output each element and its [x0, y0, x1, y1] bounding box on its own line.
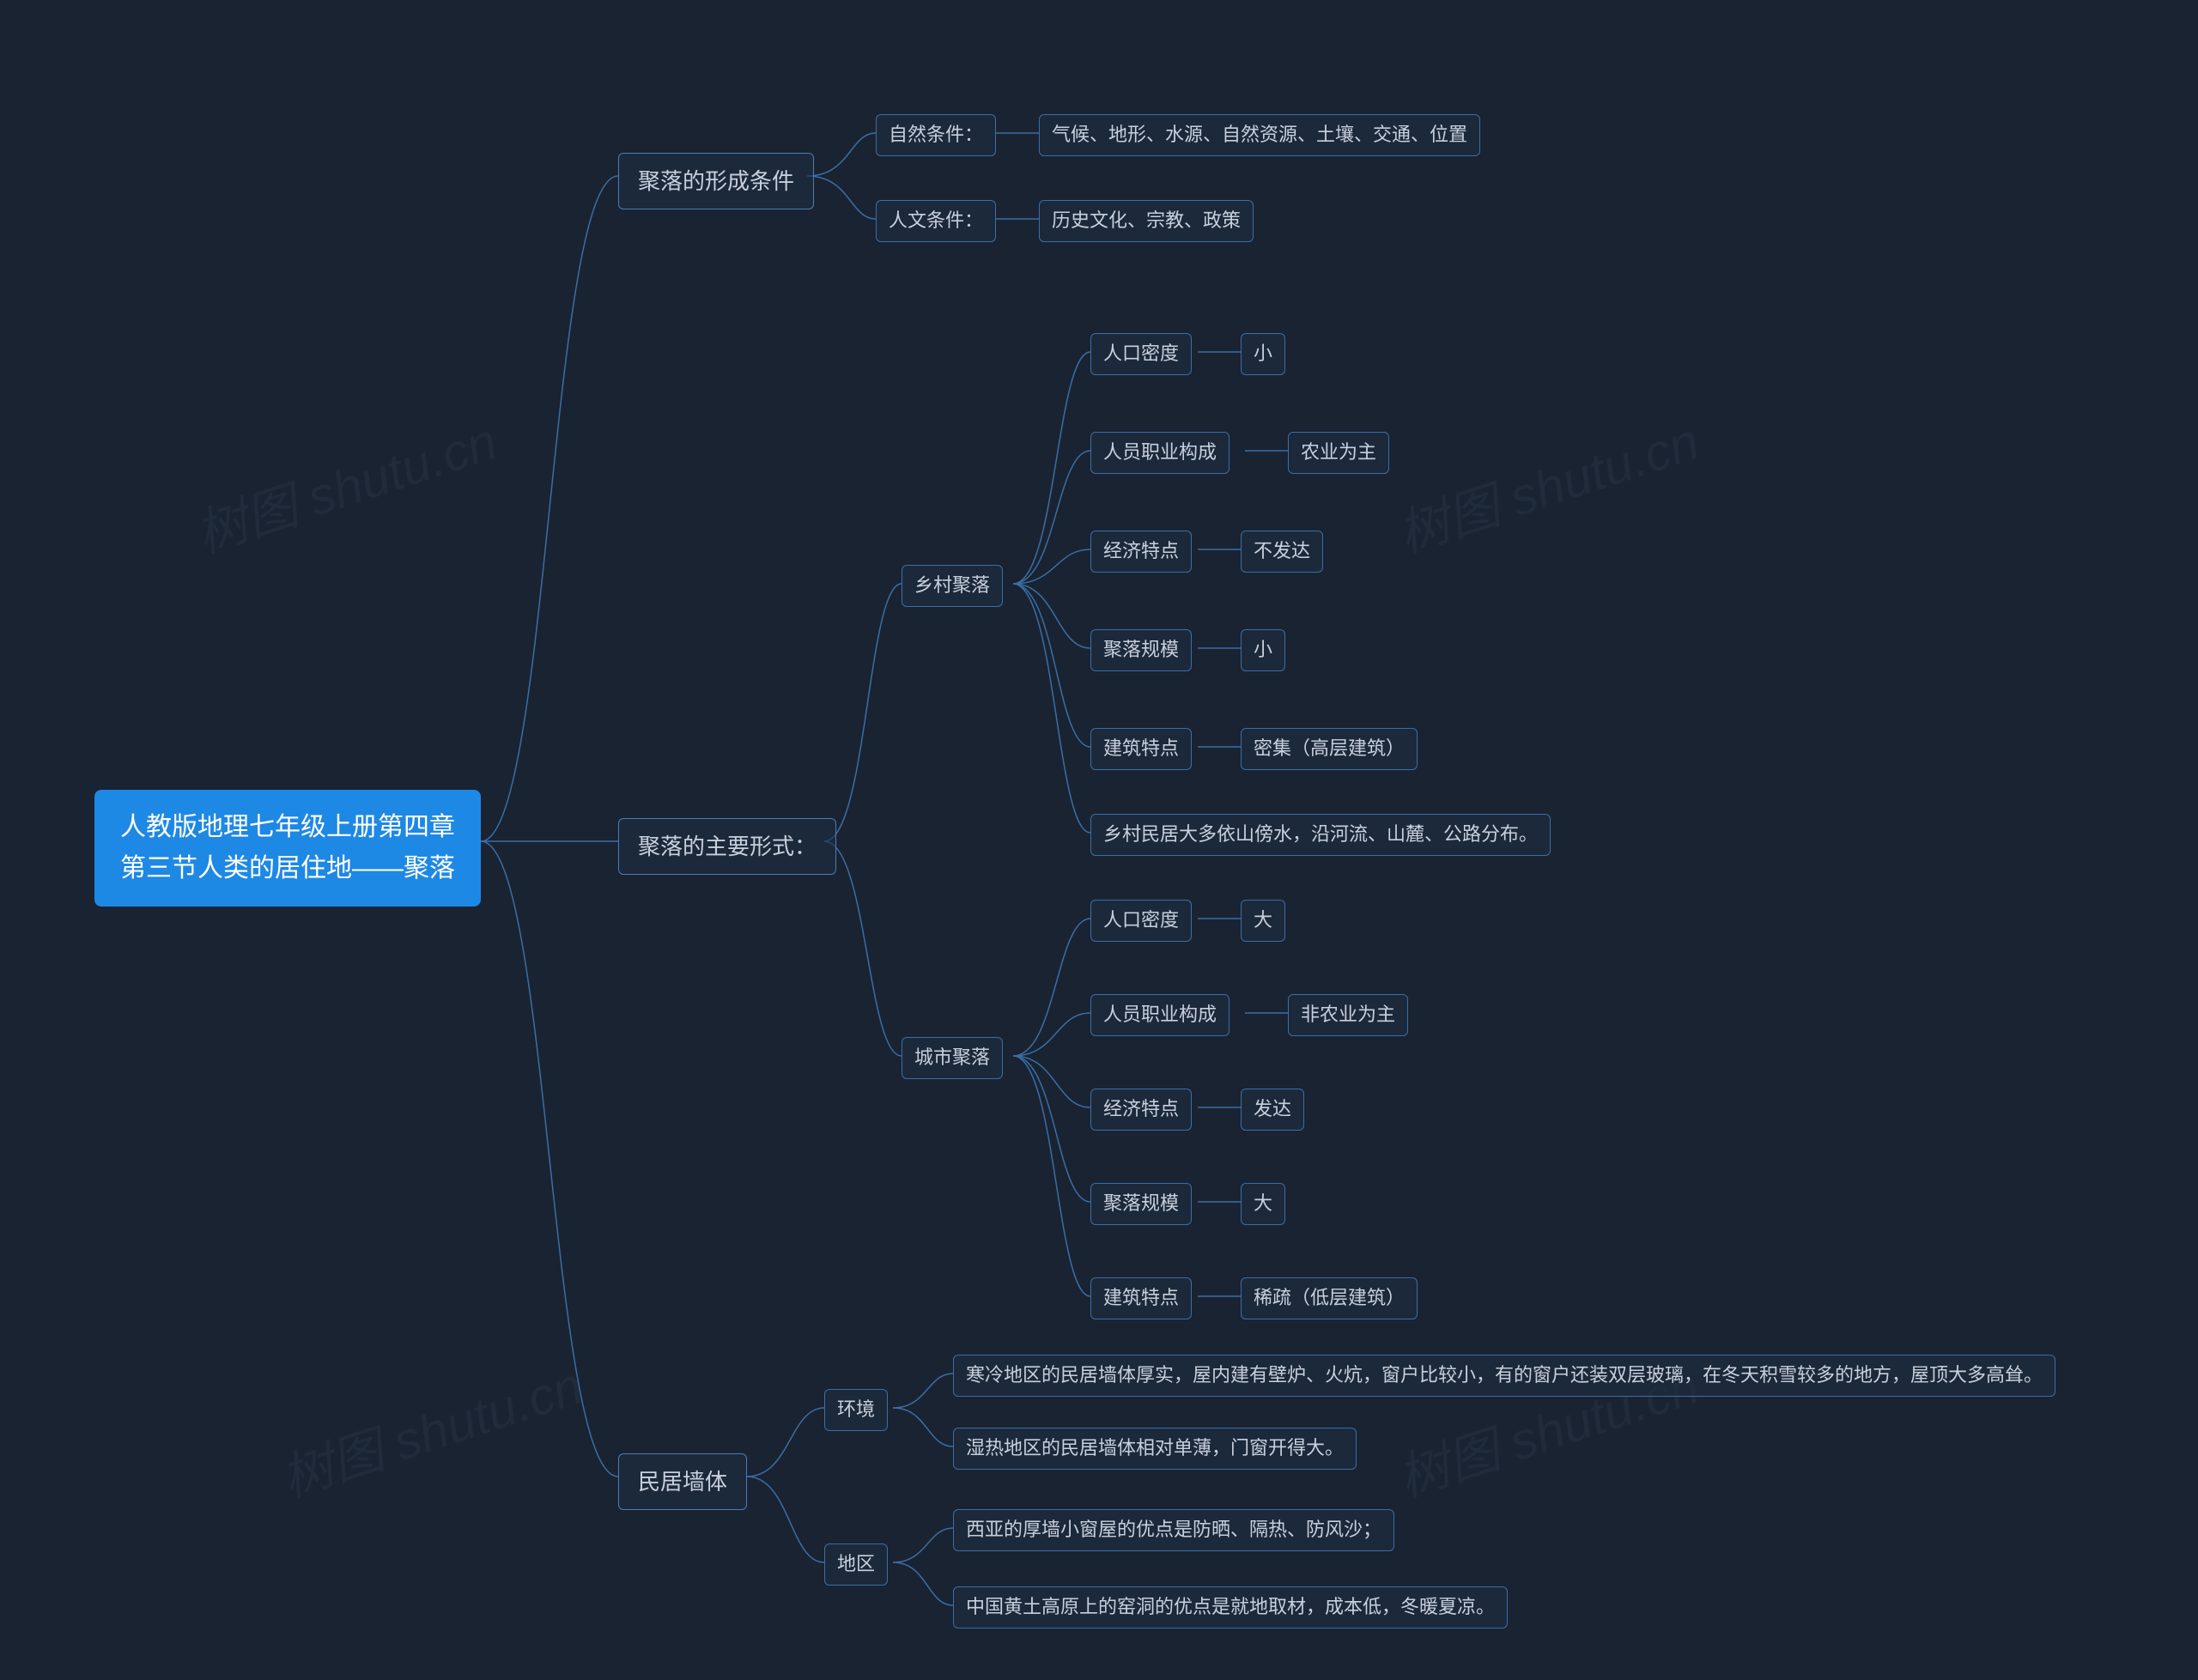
root-line2: 第三节人类的居住地——聚落: [115, 848, 460, 889]
b2g1-r5-label: 建筑特点: [1090, 728, 1192, 770]
b2g1-r4-label: 聚落规模: [1090, 629, 1192, 671]
root-line1: 人教版地理七年级上册第四章: [115, 807, 460, 848]
watermark: 树图 shutu.cn: [1387, 400, 1707, 567]
b2g2-r4-value: 大: [1241, 1183, 1285, 1225]
b1-human-label: 人文条件：: [876, 200, 996, 242]
b2g1-r3-value: 不发达: [1241, 531, 1323, 573]
b3g1-r2: 湿热地区的民居墙体相对单薄，门窗开得大。: [953, 1428, 1357, 1470]
b2g1-r2-label: 人员职业构成: [1090, 432, 1230, 474]
watermark: 树图 shutu.cn: [270, 1344, 591, 1512]
b2g1-r5-value: 密集（高层建筑）: [1241, 728, 1418, 770]
branch-formation: 聚落的形成条件: [618, 153, 814, 209]
b2g2-r5-value: 稀疏（低层建筑）: [1241, 1277, 1418, 1319]
b2g1-r2-value: 农业为主: [1288, 432, 1389, 474]
b1-natural-value: 气候、地形、水源、自然资源、土壤、交通、位置: [1039, 114, 1480, 156]
b2g2-r5-label: 建筑特点: [1090, 1277, 1192, 1319]
b2g2-r1-value: 大: [1241, 900, 1285, 942]
b3-region: 地区: [824, 1544, 888, 1586]
b2g2-r2-label: 人员职业构成: [1090, 994, 1230, 1036]
branch-forms: 聚落的主要形式：: [618, 818, 836, 875]
b2g2-r4-label: 聚落规模: [1090, 1183, 1192, 1225]
b2g2-r3-label: 经济特点: [1090, 1089, 1192, 1131]
b2-urban: 城市聚落: [902, 1037, 1003, 1079]
b2g1-r3-label: 经济特点: [1090, 531, 1192, 573]
b1-human-value: 历史文化、宗教、政策: [1039, 200, 1254, 242]
b3g1-r1: 寒冷地区的民居墙体厚实，屋内建有壁炉、火炕，窗户比较小，有的窗户还装双层玻璃，在…: [953, 1355, 2055, 1397]
b2g2-r1-label: 人口密度: [1090, 900, 1192, 942]
root-node: 人教版地理七年级上册第四章 第三节人类的居住地——聚落: [94, 790, 481, 907]
b2g1-r1-value: 小: [1241, 333, 1285, 375]
b3g2-r1: 西亚的厚墙小窗屋的优点是防晒、隔热、防风沙；: [953, 1509, 1394, 1551]
b2g2-r3-value: 发达: [1241, 1089, 1304, 1131]
watermark: 树图 shutu.cn: [185, 400, 505, 567]
b2g2-r2-value: 非农业为主: [1288, 994, 1408, 1036]
b2g1-r6: 乡村民居大多依山傍水，沿河流、山麓、公路分布。: [1090, 814, 1551, 856]
branch-walls: 民居墙体: [618, 1453, 747, 1510]
b3g2-r2: 中国黄土高原上的窑洞的优点是就地取材，成本低，冬暖夏凉。: [953, 1586, 1508, 1628]
b1-natural-label: 自然条件：: [876, 114, 996, 156]
b2g1-r4-value: 小: [1241, 629, 1285, 671]
b3-env: 环境: [824, 1389, 888, 1431]
b2g1-r1-label: 人口密度: [1090, 333, 1192, 375]
b2-rural: 乡村聚落: [902, 565, 1003, 607]
